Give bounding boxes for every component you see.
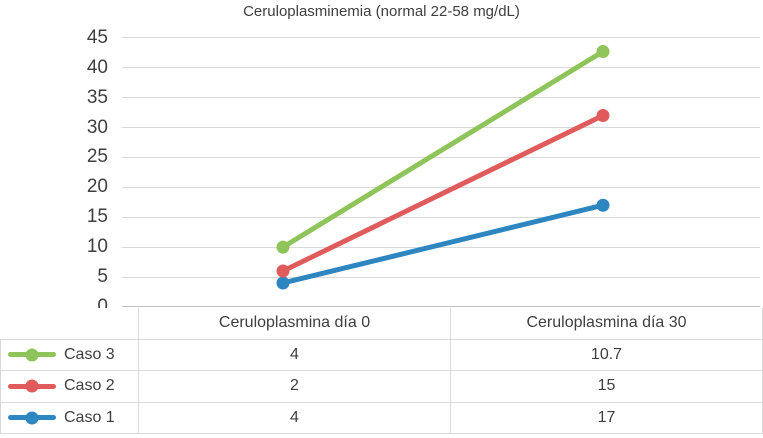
- y-axis-tick-label: 0: [97, 295, 108, 317]
- series-marker-caso-1: [276, 276, 290, 290]
- table-value-caso-3-col0: 4: [139, 339, 451, 371]
- series-marker-caso-3: [596, 45, 610, 59]
- legend-label: Caso 1: [64, 408, 115, 426]
- table-value-caso-3-col1: 10.7: [451, 339, 763, 371]
- line-chart-svg: [276, 45, 610, 290]
- y-axis-tick-label: 35: [86, 86, 108, 108]
- table-header-ceruloplasmina-día-0: Ceruloplasmina día 0: [139, 308, 451, 340]
- legend-cell-caso-3: Caso 3: [0, 339, 139, 371]
- x-axis-line: [122, 306, 760, 308]
- legend-cell-caso-1: Caso 1: [0, 402, 139, 434]
- legend-marker-icon: [25, 379, 39, 393]
- y-axis-tick-label: 30: [86, 116, 108, 138]
- legend-marker-icon: [25, 348, 39, 362]
- y-axis-tick-label: 40: [86, 56, 108, 78]
- legend-key-icon-caso-3: [8, 348, 56, 362]
- y-gridline: [122, 127, 760, 128]
- y-gridline: [122, 156, 760, 158]
- chart-title: Ceruloplasminemia (normal 22-58 mg/dL): [243, 3, 520, 20]
- y-axis-tick-label: 45: [86, 26, 108, 48]
- y-gridline: [122, 186, 760, 188]
- legend-label: Caso 3: [64, 345, 115, 363]
- table-value-caso-1-col1: 17: [451, 402, 763, 434]
- y-gridline: [122, 97, 760, 99]
- legend-marker-icon: [25, 411, 39, 425]
- legend-key-icon-caso-1: [8, 411, 56, 425]
- table-corner-stub: [0, 308, 139, 340]
- series-line-caso-3: [280, 49, 606, 250]
- series-line-caso-1: [280, 202, 606, 286]
- y-gridline: [122, 67, 760, 69]
- y-axis-tick-label: 20: [86, 176, 108, 198]
- series-marker-caso-1: [596, 198, 610, 212]
- y-gridline: [122, 37, 760, 39]
- data-table: Ceruloplasmina día 0 Ceruloplasmina día 3…: [0, 308, 763, 434]
- table-header-ceruloplasmina-día-30: Ceruloplasmina día 30: [451, 308, 763, 340]
- legend-label: Caso 2: [64, 377, 115, 395]
- table-value-caso-2-col0: 2: [139, 371, 451, 403]
- series-marker-caso-2: [276, 264, 290, 278]
- table-value-caso-2-col1: 15: [451, 371, 763, 403]
- y-axis-tick-label: 10: [86, 236, 108, 258]
- y-axis-tick-label: 5: [97, 266, 108, 287]
- y-axis-tick-label: 15: [86, 206, 108, 228]
- legend-key-icon-caso-2: [8, 379, 56, 393]
- y-axis-tick-label: 25: [86, 146, 108, 168]
- series-line-caso-2: [280, 113, 606, 274]
- table-value-caso-1-col0: 4: [139, 402, 451, 434]
- series-marker-caso-2: [596, 109, 610, 123]
- y-gridline: [122, 276, 760, 278]
- y-gridline: [122, 216, 760, 218]
- series-marker-caso-3: [276, 240, 290, 254]
- legend-cell-caso-2: Caso 2: [0, 371, 139, 403]
